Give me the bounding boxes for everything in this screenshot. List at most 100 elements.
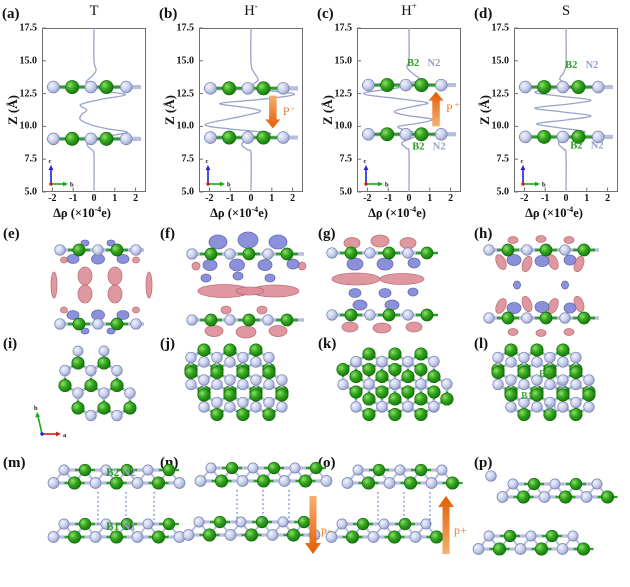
svg-text:a: a: [63, 432, 67, 439]
y-axis-ticks: 17.5 15.0 12.5 10.0 7.5 5.0: [472, 23, 511, 198]
y-tick-label: 17.5: [491, 22, 510, 34]
y-axis-ticks: 17.5 15.0 12.5 10.0 7.5 5.0: [315, 23, 354, 198]
y-tick-label: 5.0: [496, 186, 510, 198]
panel-title: S: [514, 1, 618, 20]
y-tick-label: 12.5: [334, 88, 353, 100]
panel-title: H-: [199, 1, 303, 20]
plot-area: B2 N2 B2 N2 c b: [514, 27, 618, 193]
x-axis-ticks: -2 -1 0 1 2: [199, 193, 303, 205]
top-view-j: [184, 343, 289, 422]
honeycomb-bilayer: [491, 343, 596, 422]
x-axis-ticks: -2 -1 0 1 2: [42, 193, 146, 205]
atom-rows: [54, 243, 144, 331]
y-tick-label: 7.5: [181, 153, 195, 165]
y-tick-label: 15.0: [491, 55, 510, 67]
y-tick-label: 5.0: [181, 186, 195, 198]
charge-density-curve: [362, 27, 433, 193]
svg-text:b: b: [385, 182, 389, 189]
y-tick-label: 12.5: [491, 88, 510, 100]
x-tick-label: 2: [133, 193, 139, 204]
isosurface-image-e: [50, 239, 153, 335]
panel-letter: (d): [474, 6, 493, 22]
panel-c: (c) H+ Z (Å) 17.5 15.0 12.5 10.0 7.5 5.0 P + B2…: [315, 0, 473, 226]
charge-density-plot: P -cb: [199, 27, 303, 193]
axis-orientation-icon: cb: [364, 158, 390, 189]
panel-letter-i: (i): [3, 336, 18, 352]
y-tick-label: 7.5: [496, 153, 510, 165]
x-tick-label: -2: [363, 193, 372, 204]
bilayer-structure: [47, 463, 186, 544]
svg-text:B2: B2: [539, 369, 551, 380]
panel-letter: (a): [2, 6, 20, 22]
isosurface-blobs: [50, 239, 153, 335]
svg-text:N2: N2: [433, 141, 446, 152]
y-tick-label: 7.5: [24, 153, 38, 165]
y-tick-label: 7.5: [339, 153, 353, 165]
x-tick-label: 0: [248, 193, 254, 204]
isosurface-image-h: [483, 235, 599, 337]
svg-text:p+: p+: [454, 523, 467, 537]
adatom: [485, 470, 497, 482]
isosurface-image-f: [186, 231, 307, 339]
interlayer-dotted-lines: [377, 492, 431, 524]
x-tick-label: 1: [584, 193, 590, 204]
svg-text:N2: N2: [591, 141, 604, 152]
isosurface-image-g: [326, 234, 438, 334]
y-tick-label: 10.0: [491, 120, 510, 132]
svg-text:+: +: [455, 100, 460, 110]
top-view-i: ba: [34, 345, 137, 439]
atom-layers: [362, 78, 456, 142]
axis-orientation-icon: cb: [49, 158, 75, 189]
x-axis-ticks: -2 -1 0 1 2: [357, 193, 461, 205]
interlayer-dotted-lines: [97, 492, 155, 525]
y-axis-ticks: 17.5 15.0 12.5 10.0 7.5 5.0: [157, 23, 196, 198]
panel-letter-k: (k): [318, 336, 337, 352]
x-tick-label: -1: [541, 193, 550, 204]
x-tick-label: -1: [384, 193, 393, 204]
svg-text:N2: N2: [122, 467, 136, 479]
y-tick-label: 15.0: [176, 55, 195, 67]
polarization-arrow: p-: [305, 496, 331, 554]
svg-text:N2: N2: [428, 58, 441, 69]
atom-layers: [47, 80, 141, 146]
charge-density-curve: [204, 27, 296, 193]
panel-letter-m: (m): [3, 455, 26, 471]
svg-text:N2: N2: [586, 60, 599, 71]
y-tick-label: 15.0: [19, 55, 38, 67]
panel-letter-p: (p): [474, 455, 493, 471]
atom-rows: [483, 243, 599, 325]
title-sup: -: [254, 1, 258, 11]
svg-text:-: -: [291, 103, 294, 113]
polarization-arrow: P-: [265, 95, 294, 129]
side-view-p: [472, 470, 618, 556]
site-labels: B2 N2 B2 N2: [407, 58, 446, 152]
atom-rows: [186, 247, 304, 327]
panel-title: H+: [357, 1, 461, 20]
x-tick-label: 0: [563, 193, 569, 204]
x-tick-label: 0: [91, 193, 97, 204]
charge-density-plot: cb: [42, 27, 146, 193]
x-axis-ticks: -2 -1 0 1 2: [514, 193, 618, 205]
panel-letter-h: (h): [474, 226, 493, 242]
svg-text:b: b: [70, 182, 74, 189]
title-base: T: [89, 2, 99, 19]
x-tick-label: 1: [427, 193, 433, 204]
polarization-arrow: p+: [438, 496, 467, 554]
interlayer-dotted-lines: [236, 490, 290, 523]
side-view-o: p+: [325, 463, 467, 554]
y-tick-label: 5.0: [339, 186, 353, 198]
x-axis-label: Δρ (×10-4e): [525, 205, 583, 221]
isosurface-blobs: [191, 231, 307, 339]
x-tick-label: 2: [448, 193, 454, 204]
svg-text:B2: B2: [407, 58, 419, 69]
svg-text:N1: N1: [545, 403, 557, 414]
polarization-arrow: P +: [428, 91, 460, 127]
